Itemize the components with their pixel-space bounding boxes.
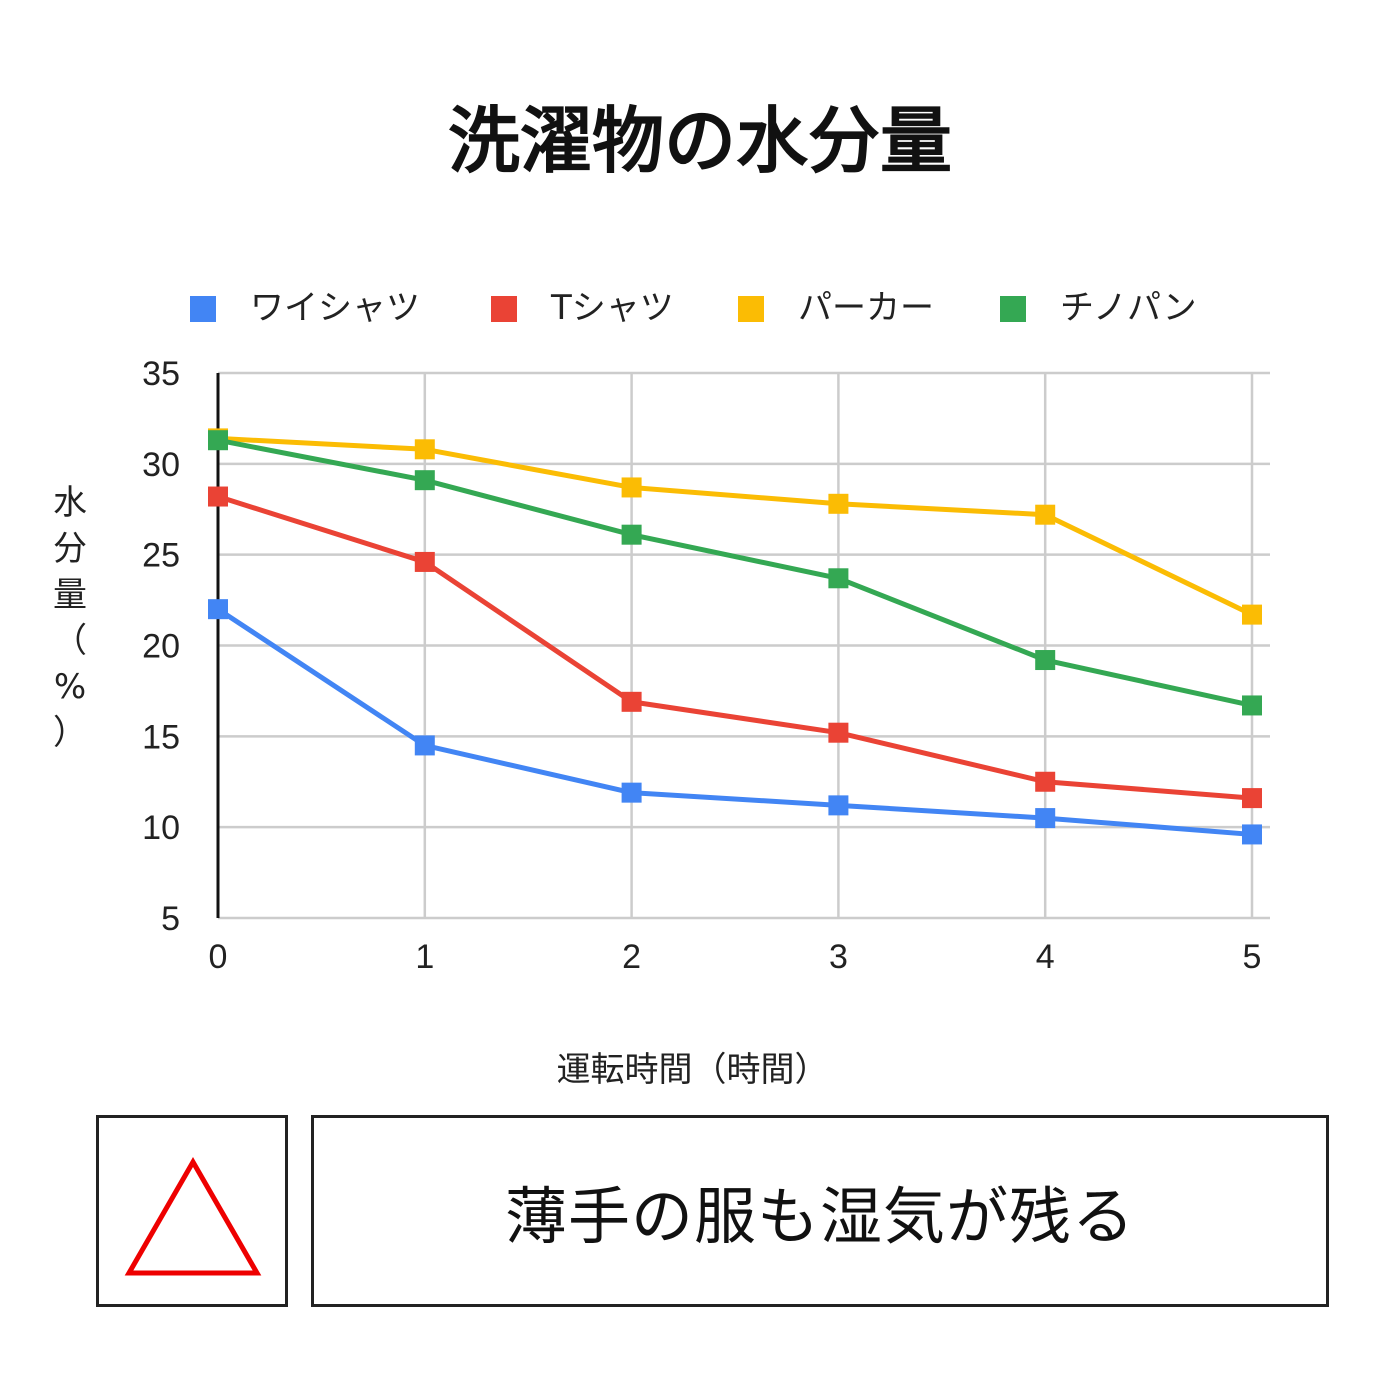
legend-label: ワイシャツ: [250, 288, 420, 328]
legend-label: Tシャツ: [550, 288, 674, 328]
data-point: [621, 782, 642, 803]
legend-swatch: [491, 296, 517, 322]
legend-label: パーカー: [798, 288, 934, 328]
y-tick-label: 10: [142, 809, 180, 847]
y-tick-label: 25: [142, 537, 180, 575]
data-point: [208, 430, 228, 451]
series-line: [217, 437, 1253, 708]
series-line: [217, 435, 1254, 617]
data-point: [414, 735, 435, 756]
data-point: [1035, 808, 1056, 829]
x-tick-label: 5: [1243, 938, 1262, 976]
y-axis-label-char: 水: [53, 483, 87, 523]
x-tick-label: 4: [1036, 938, 1055, 976]
data-point: [414, 470, 435, 491]
legend-swatch: [190, 296, 216, 322]
data-point: [1242, 695, 1262, 716]
data-point: [208, 486, 228, 507]
data-point: [828, 722, 849, 743]
chart-title: 洗濯物の水分量: [447, 99, 952, 183]
line-chart: 5 10 15 20 25 30 35 0 1 2 3 4 5 ワイシャツ Tシャツ パーカー チノパン: [142, 288, 1270, 976]
y-axis-label-char: （: [53, 621, 87, 661]
data-point: [1242, 824, 1262, 845]
x-tick-label: 3: [829, 938, 848, 976]
data-point: [828, 568, 849, 589]
series-line: [216, 607, 1253, 837]
data-point: [1035, 650, 1056, 671]
legend-swatch: [1000, 296, 1026, 322]
series-layer: [208, 428, 1262, 845]
series-line: [217, 494, 1253, 801]
y-tick-label: 5: [161, 900, 180, 938]
data-point: [1242, 604, 1262, 625]
data-point: [621, 691, 642, 712]
data-point: [621, 477, 642, 498]
data-point: [828, 795, 849, 816]
legend-swatch: [738, 296, 764, 322]
y-tick-label: 35: [142, 355, 180, 393]
legend-label: チノパン: [1060, 288, 1197, 328]
x-tick-label: 1: [415, 938, 434, 976]
data-point: [1035, 771, 1056, 792]
x-axis-label: 運転時間（時間）: [556, 1050, 829, 1090]
data-point: [1242, 788, 1262, 809]
verdict-box: 薄手の服も湿気が残る: [311, 1115, 1329, 1307]
x-tick-label: 0: [209, 938, 228, 976]
y-axis-label-char: 量: [53, 575, 87, 615]
data-point: [1035, 504, 1056, 525]
y-axis-label: 水分量 （% ）: [48, 480, 92, 756]
y-tick-label: 20: [142, 628, 180, 666]
grid-layer: [216, 371, 1270, 920]
axis-layer: 5 10 15 20 25 30 35 0 1 2 3 4 5: [142, 355, 1261, 976]
y-tick-label: 30: [142, 446, 180, 484]
y-axis-label-char: ）: [53, 713, 87, 753]
data-point: [414, 439, 435, 460]
rating-badge: [96, 1115, 288, 1307]
y-tick-label: 15: [142, 718, 180, 756]
verdict-text: 薄手の服も湿気が残る: [504, 1180, 1135, 1253]
y-axis-label-char: %: [53, 667, 87, 707]
data-point: [621, 524, 642, 545]
data-point: [414, 551, 435, 572]
data-point: [828, 493, 849, 514]
triangle-icon: [124, 1156, 262, 1276]
x-tick-label: 2: [622, 938, 641, 976]
legend-layer: ワイシャツ Tシャツ パーカー チノパン: [190, 288, 1197, 328]
y-axis-label-char: 分: [53, 529, 87, 569]
data-point: [208, 599, 228, 620]
